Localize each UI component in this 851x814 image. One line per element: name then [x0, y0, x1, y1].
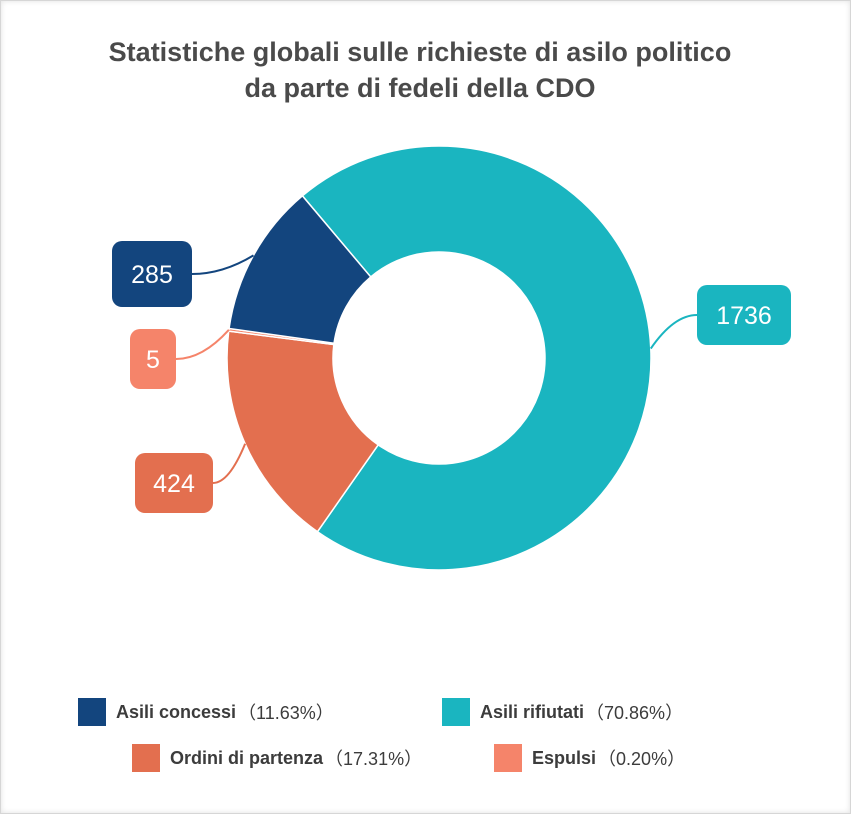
callout-line-asili-rifiutati [649, 314, 698, 350]
chart-title: Statistiche globali sulle richieste di a… [40, 34, 800, 106]
chart-title-line-1: Statistiche globali sulle richieste di a… [108, 37, 732, 67]
legend-label-asili-rifiutati: Asili rifiutati [480, 701, 585, 722]
legend-label-ordini-di-partenza: Ordini di partenza [170, 747, 324, 768]
legend-item-asili-concessi[interactable]: Asili concessi （11.63%） [78, 697, 334, 727]
data-label-asili-rifiutati: 1736 [716, 302, 772, 330]
legend-percent-asili-rifiutati: （70.86%） [586, 703, 684, 723]
callout-box-asili-concessi [112, 241, 192, 307]
legend-item-asili-rifiutati[interactable]: Asili rifiutati （70.86%） [442, 697, 683, 727]
legend-swatch-ordini-di-partenza [132, 744, 160, 772]
legend-percent-ordini-di-partenza: （17.31%） [325, 749, 423, 769]
callout-line-espulsi [175, 329, 230, 360]
data-label-espulsi: 5 [146, 346, 160, 374]
callout-line-ordini-di-partenza [212, 443, 247, 484]
legend-swatch-asili-concessi [78, 698, 106, 726]
legend-percent-asili-concessi: （11.63%） [238, 703, 334, 723]
callout-box-espulsi [130, 329, 176, 389]
callout-box-ordini-di-partenza [135, 453, 213, 513]
callout-line-asili-concessi [191, 254, 255, 275]
data-label-ordini-di-partenza: 424 [153, 470, 195, 498]
legend-swatch-espulsi [494, 744, 522, 772]
chart-title-line-2: da parte di fedeli della CDO [244, 73, 596, 103]
legend-percent-espulsi: （0.20%） [598, 749, 686, 769]
legend-item-ordini-di-partenza[interactable]: Ordini di partenza （17.31%） [132, 743, 422, 773]
data-label-asili-concessi: 285 [131, 261, 173, 289]
legend-label-espulsi: Espulsi [532, 747, 597, 768]
callout-box-asili-rifiutati [697, 285, 791, 345]
slice-ordini-di-partenza[interactable] [226, 330, 380, 533]
slice-asili-rifiutati[interactable] [301, 145, 652, 571]
legend-label-asili-concessi: Asili concessi [116, 701, 237, 722]
legend-item-espulsi[interactable]: Espulsi （0.20%） [494, 743, 685, 773]
donut-chart: 1736 424 5 285 [112, 145, 791, 571]
legend-swatch-asili-rifiutati [442, 698, 470, 726]
slice-asili-concessi[interactable] [228, 194, 372, 345]
